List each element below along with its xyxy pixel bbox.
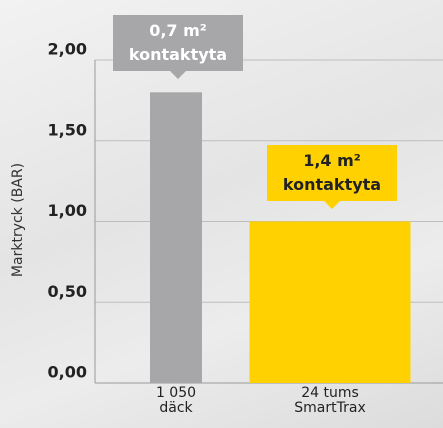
y-tick-label: 0,50 xyxy=(48,282,87,301)
y-tick-label: 1,00 xyxy=(48,201,87,220)
annotation: 1,4 m² kontaktyta xyxy=(267,144,397,209)
bar xyxy=(249,221,411,383)
x-tick-label: 24 tums SmartTrax xyxy=(294,385,366,416)
annotation: 0,7 m² kontaktyta xyxy=(113,15,243,80)
y-axis-label: Marktryck (BAR) xyxy=(10,163,26,277)
y-tick-label: 2,00 xyxy=(48,40,87,59)
y-tick-label: 0,00 xyxy=(48,363,87,382)
bar xyxy=(150,92,202,384)
y-tick-label: 1,50 xyxy=(48,120,87,139)
x-tick-label: 1 050 däck xyxy=(155,385,197,416)
